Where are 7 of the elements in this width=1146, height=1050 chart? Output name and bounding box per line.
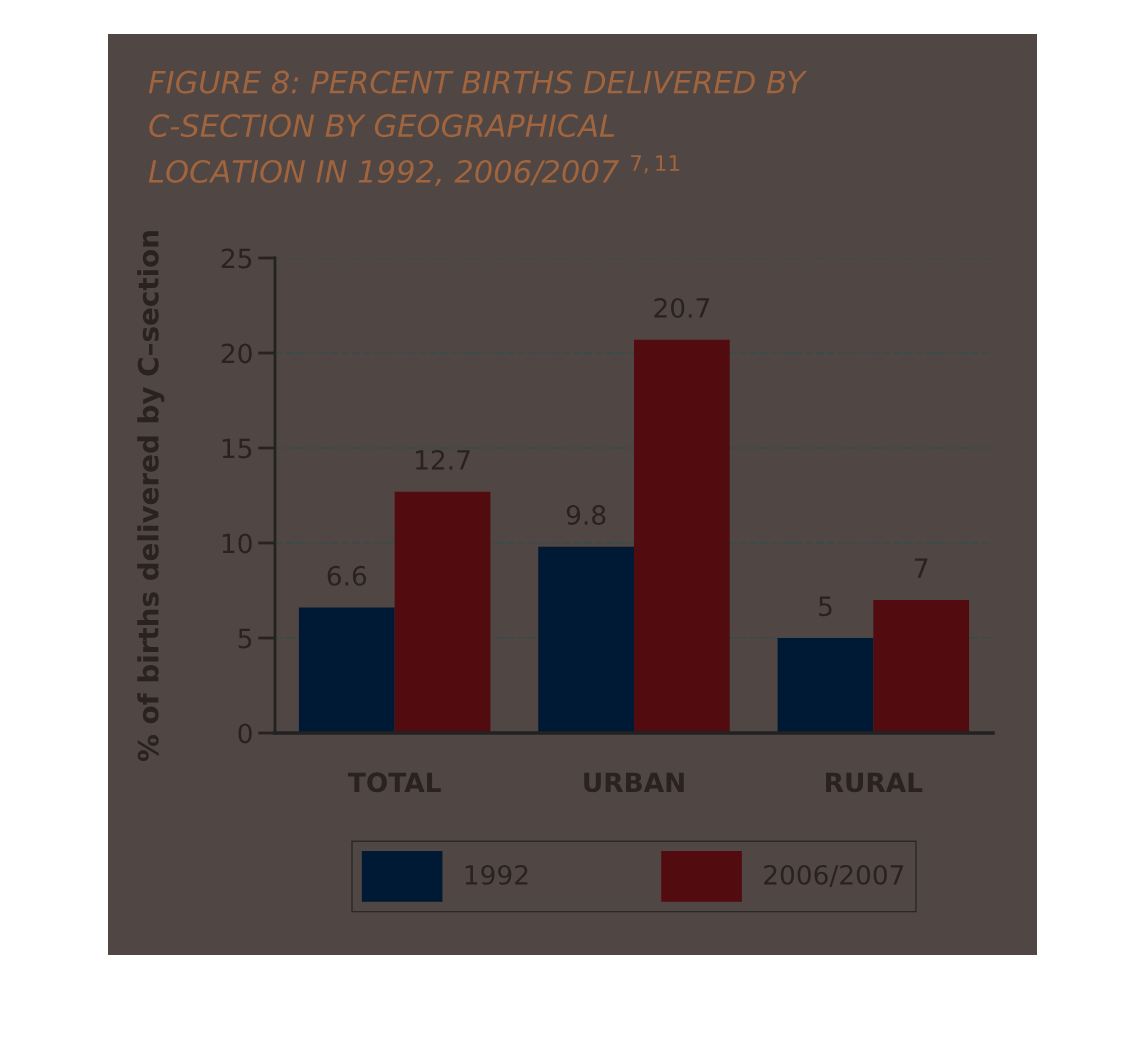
bar: [298, 607, 395, 733]
bar: [394, 491, 491, 733]
bar: [777, 638, 874, 733]
chart-title: FIGURE 8: PERCENT BIRTHS DELIVERED BY C-SECTION BY GEOGRAPHICAL LOCATION IN 1992, 2006/2007 $^{7,11}$: [148, 70, 808, 187]
bar: [873, 600, 970, 733]
bar: [538, 546, 634, 733]
bar: [634, 339, 730, 733]
